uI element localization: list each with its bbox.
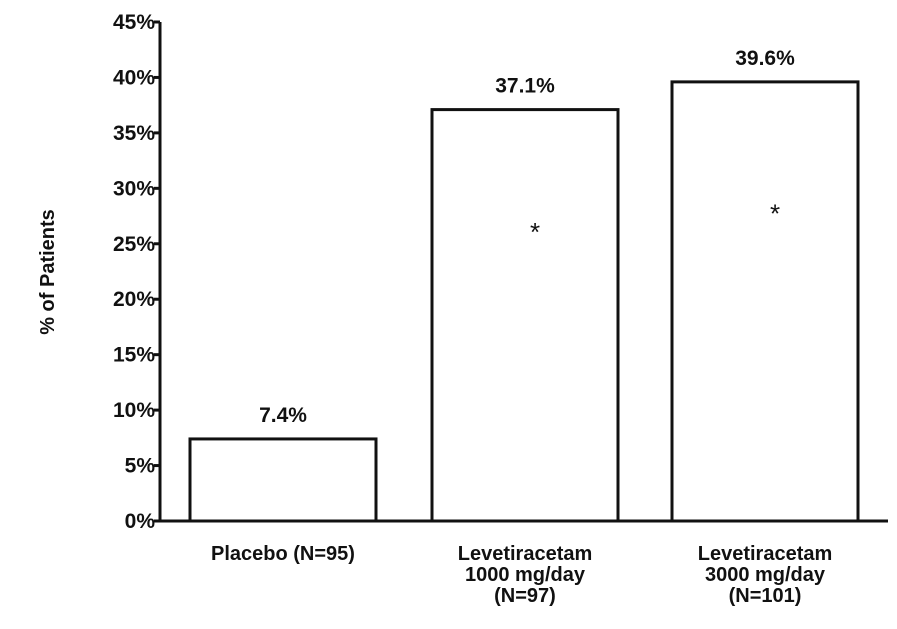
labels: 7.4% Placebo (N=95) 37.1% * Levetiracetam 100… — [211, 47, 832, 607]
x-tick-label: Placebo (N=95) — [211, 543, 355, 565]
data-label: 39.6% — [735, 47, 795, 70]
significance-marker: * — [530, 217, 540, 247]
x-tick-label: Levetiracetam 3000 mg/day (N=101) — [698, 543, 833, 607]
y-tick-label: 35% — [113, 122, 155, 145]
y-tick-label: 25% — [113, 233, 155, 256]
y-tick-label: 20% — [113, 288, 155, 311]
data-label: 7.4% — [259, 404, 307, 427]
y-tick-label: 30% — [113, 177, 155, 200]
y-tick-label: 45% — [113, 11, 155, 34]
x-tick-label: Levetiracetam 1000 mg/day (N=97) — [458, 543, 593, 607]
bar — [670, 80, 860, 523]
bar — [430, 108, 620, 523]
data-label: 37.1% — [495, 75, 555, 98]
bar — [188, 437, 378, 523]
significance-marker: * — [770, 198, 780, 228]
y-tick-label: 40% — [113, 66, 155, 89]
y-axis-title: % of Patients — [37, 209, 59, 335]
y-tick-label: 0% — [125, 510, 156, 533]
y-tick-label: 10% — [113, 399, 155, 422]
y-tick-label: 5% — [125, 455, 156, 478]
y-tick-label: 15% — [113, 344, 155, 367]
bars — [188, 80, 860, 523]
